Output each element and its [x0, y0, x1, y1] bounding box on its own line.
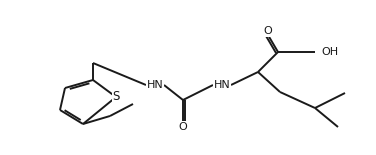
Text: HN: HN [147, 80, 164, 90]
Text: HN: HN [214, 80, 230, 90]
Text: O: O [264, 26, 272, 36]
Text: O: O [179, 122, 187, 132]
Text: S: S [112, 91, 120, 104]
Text: OH: OH [321, 47, 338, 57]
